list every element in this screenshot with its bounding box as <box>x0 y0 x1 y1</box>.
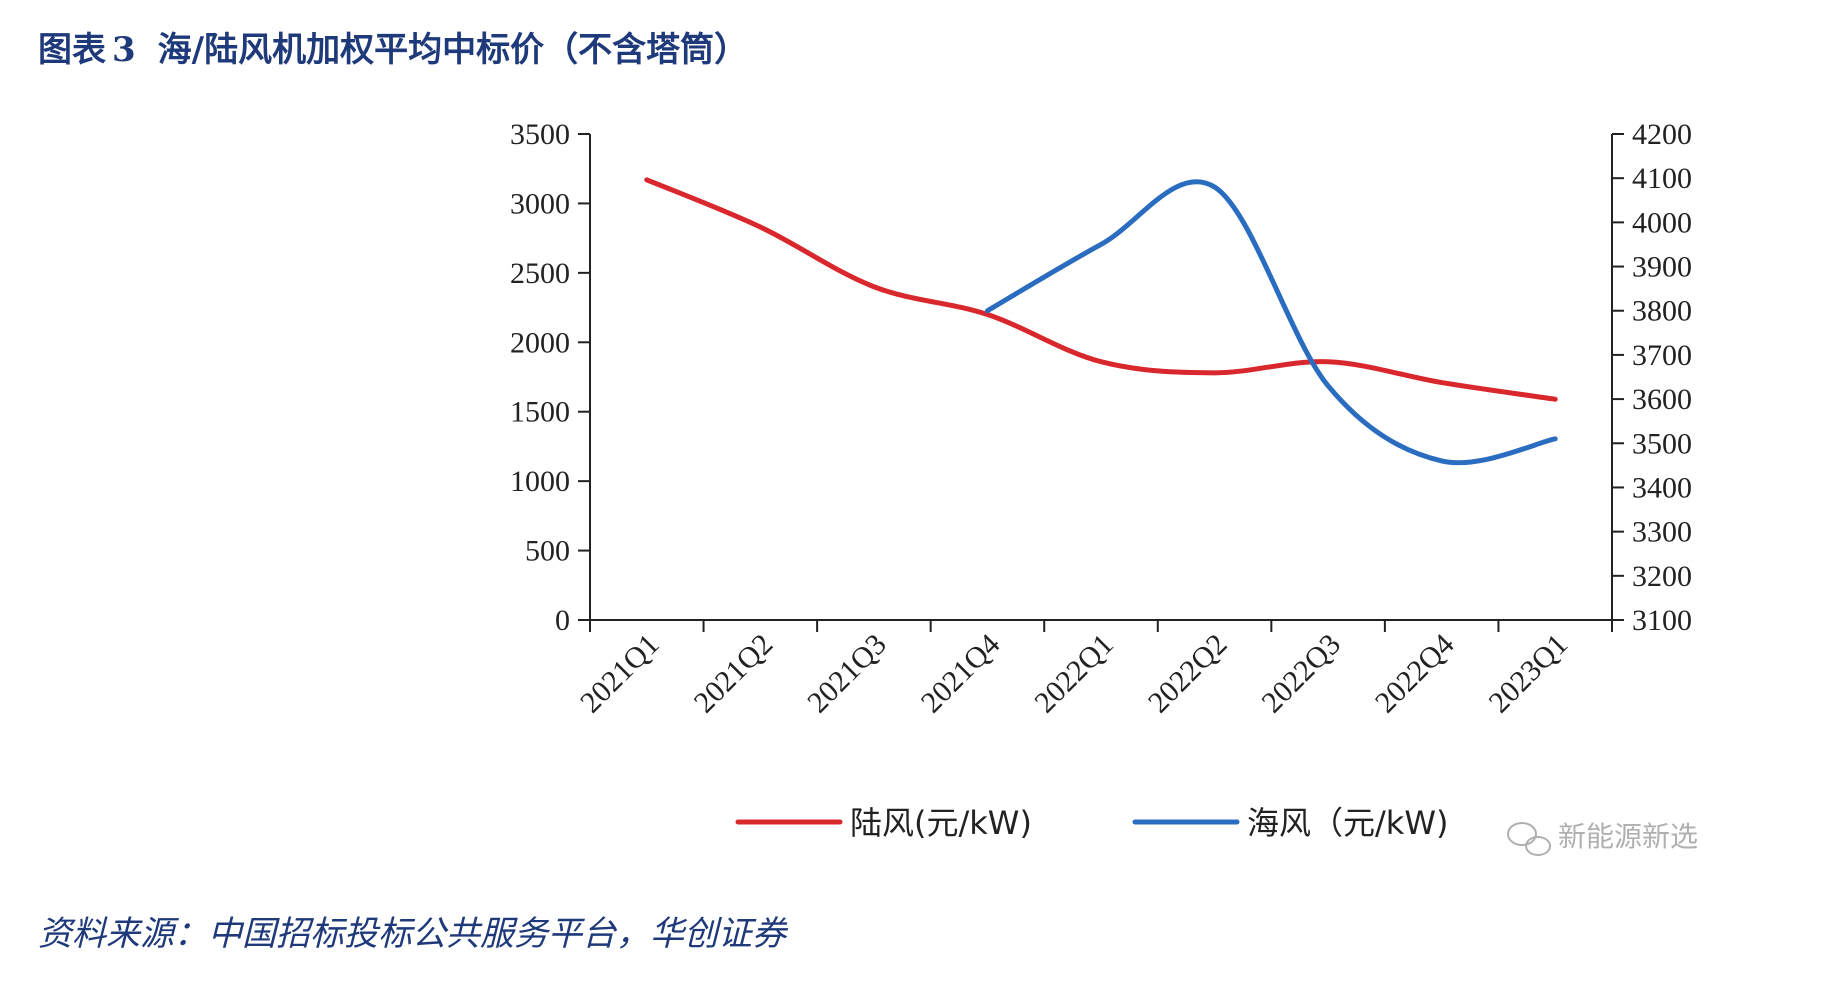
left-tick-label: 3000 <box>510 187 570 220</box>
watermark-logo-icon <box>1507 822 1551 856</box>
left-tick-label: 3500 <box>510 118 570 151</box>
right-tick-label: 3900 <box>1632 251 1692 284</box>
right-tick-label: 3500 <box>1632 427 1692 460</box>
left-y-axis-ticks: 0 500 1000 1500 2000 2500 3000 3500 <box>510 118 590 637</box>
right-tick-label: 3200 <box>1632 560 1692 593</box>
legend-label: 陆风(元/kW) <box>850 804 1032 842</box>
x-tick-label: 2021Q4 <box>915 628 1007 720</box>
left-tick-label: 2500 <box>510 257 570 290</box>
x-axis-ticks: 2021Q1 2021Q2 2021Q3 2021Q4 2022Q1 2022Q2 2022… <box>574 620 1613 720</box>
legend-item-offshore: 海风（元/kW) <box>1132 804 1448 842</box>
x-tick-label: 2021Q1 <box>574 628 666 720</box>
right-tick-label: 4100 <box>1632 162 1692 195</box>
x-tick-label: 2022Q4 <box>1369 628 1461 720</box>
source-note: 资料来源：中国招标投标公共服务平台，华创证券 <box>38 914 786 954</box>
series-lines <box>644 177 1558 466</box>
x-tick-label: 2022Q3 <box>1255 628 1347 720</box>
left-tick-label: 0 <box>555 604 570 637</box>
title-text: 海/陆风机加权平均中标价（不含塔筒） <box>157 30 749 70</box>
chart-axes <box>589 134 1613 621</box>
right-tick-label: 3700 <box>1632 339 1692 372</box>
right-tick-label: 4000 <box>1632 206 1692 239</box>
x-tick-label: 2021Q3 <box>801 628 893 720</box>
line-chart: 0 500 1000 1500 2000 2500 3000 3500 3100 3200 330… <box>510 118 1698 856</box>
left-tick-label: 500 <box>525 535 570 568</box>
right-y-axis-ticks: 3100 3200 3300 3400 3500 3600 3700 3800 3900 4000… <box>1612 118 1692 637</box>
right-tick-label: 3100 <box>1632 604 1692 637</box>
onshore-series-line <box>644 177 1558 402</box>
x-tick-label: 2021Q2 <box>688 628 780 720</box>
offshore-series-line <box>984 179 1558 466</box>
legend-item-onshore: 陆风(元/kW) <box>735 804 1032 842</box>
title-number: 3 <box>112 30 136 70</box>
right-tick-label: 3800 <box>1632 295 1692 328</box>
title-prefix: 图表 <box>38 30 106 70</box>
right-tick-label: 4200 <box>1632 118 1692 151</box>
right-tick-label: 3600 <box>1632 383 1692 416</box>
left-tick-label: 1000 <box>510 465 570 498</box>
x-tick-label: 2022Q2 <box>1142 628 1234 720</box>
legend: 陆风(元/kW) 海风（元/kW) <box>735 804 1448 842</box>
chart-title: 图表 3 海/陆风机加权平均中标价（不含塔筒） <box>38 22 748 71</box>
x-tick-label: 2022Q1 <box>1028 628 1120 720</box>
x-tick-label: 2023Q1 <box>1482 628 1574 720</box>
right-tick-label: 3300 <box>1632 516 1692 549</box>
left-tick-label: 1500 <box>510 396 570 429</box>
right-tick-label: 3400 <box>1632 471 1692 504</box>
legend-label: 海风（元/kW) <box>1247 804 1448 842</box>
left-tick-label: 2000 <box>510 326 570 359</box>
watermark-text: 新能源新选 <box>1558 820 1698 853</box>
